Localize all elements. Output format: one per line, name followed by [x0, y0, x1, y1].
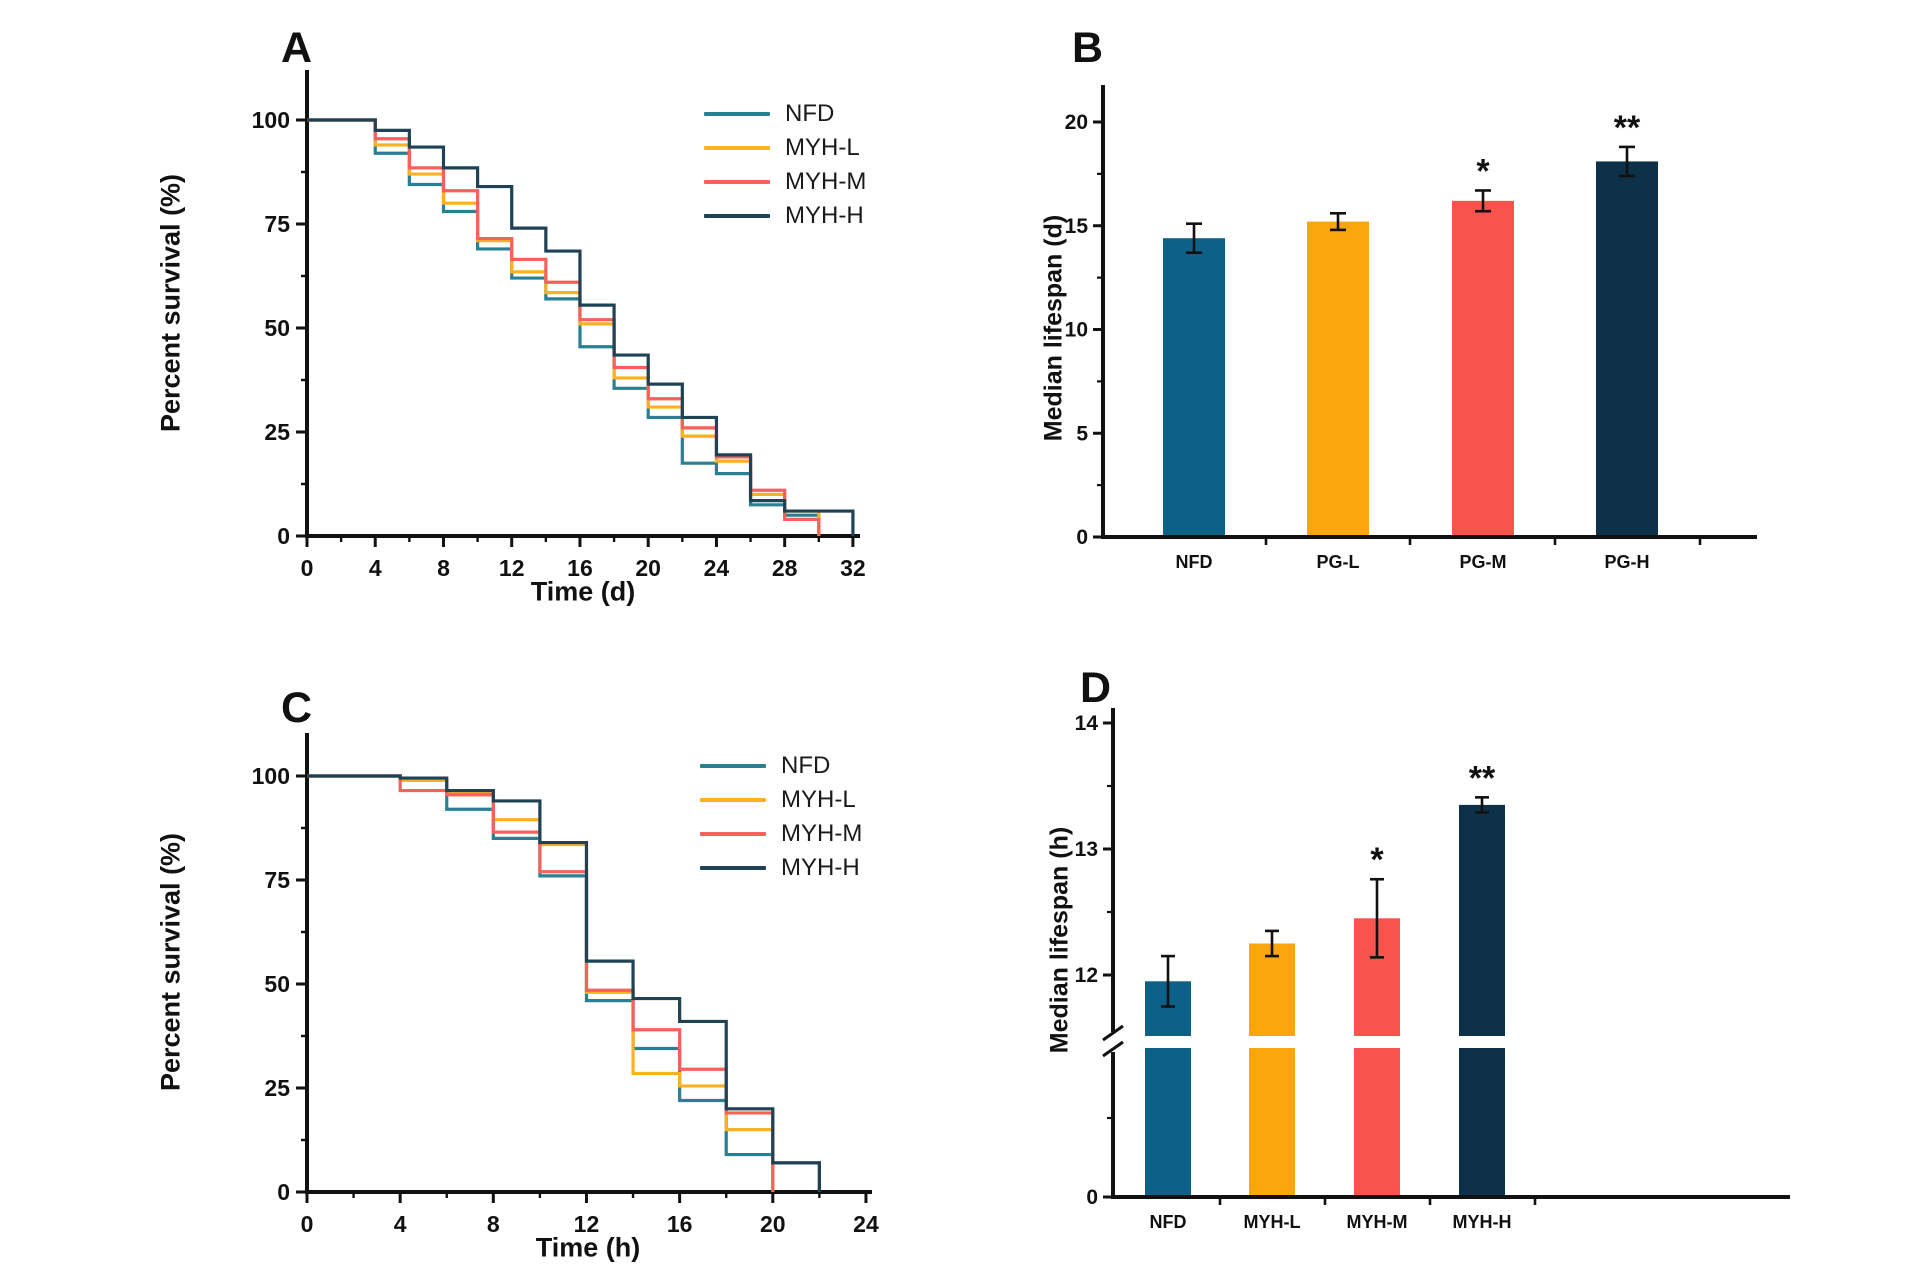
x-tick-label: 0	[301, 555, 314, 581]
x-tick-label: 16	[667, 1211, 693, 1237]
legend-line-swatch	[700, 866, 766, 870]
category-label: PG-L	[1317, 552, 1360, 572]
x-axis-title-c: Time (h)	[535, 1232, 641, 1263]
legend-label: NFD	[785, 100, 835, 127]
legend-line-swatch	[704, 112, 770, 116]
y-tick-label: 0	[277, 1179, 290, 1205]
legend-label: MYH-L	[785, 134, 860, 161]
legend-label: MYH-M	[785, 168, 867, 195]
legend-panel-c: NFD MYH-L MYH-M MYH-H	[700, 752, 863, 881]
x-tick-label: 8	[487, 1211, 500, 1237]
panel-letter-a: A	[281, 24, 313, 72]
category-label: PG-H	[1605, 552, 1650, 572]
x-tick-label: 28	[772, 555, 798, 581]
y-tick-label: 50	[264, 971, 290, 997]
x-tick-label: 20	[760, 1211, 786, 1237]
panel-letter-b: B	[1072, 24, 1104, 72]
legend-item-MYH-L: MYH-L	[704, 134, 866, 161]
y-tick-label: 25	[264, 419, 290, 445]
legend-panel-a: NFD MYH-L MYH-M MYH-H	[704, 100, 867, 229]
legend-item-NFD: NFD	[704, 100, 866, 127]
y-tick-label: 75	[264, 211, 290, 237]
survival-curve-MYH-H	[307, 774, 821, 1192]
x-tick-label: 24	[853, 1211, 879, 1237]
bar-PG-H	[1596, 161, 1658, 538]
category-label: MYH-M	[1347, 1212, 1408, 1232]
y-tick-label: 50	[264, 315, 290, 341]
y-tick-label: 0	[277, 523, 290, 549]
y-tick-label: 12	[1075, 964, 1098, 987]
legend-item-MYH-H: MYH-H	[704, 202, 866, 229]
y-tick-label: 5	[1076, 422, 1088, 445]
y-axis-title-c: Percent survival (%)	[155, 832, 186, 1092]
bar-lower-MYH-M	[1354, 1048, 1400, 1197]
x-tick-label: 20	[635, 555, 661, 581]
y-axis-title-d: Median lifespan (h)	[1045, 826, 1074, 1054]
x-tick-label: 4	[394, 1211, 407, 1237]
legend-item-MYH-H: MYH-H	[700, 854, 862, 881]
significance-mark: *	[1370, 841, 1384, 879]
bar-NFD	[1163, 238, 1225, 537]
bar-upper-MYH-L	[1249, 943, 1295, 1036]
x-tick-label: 32	[840, 555, 866, 581]
bar-PG-M	[1452, 200, 1514, 537]
legend-item-MYH-L: MYH-L	[700, 786, 862, 813]
legend-line-swatch	[704, 214, 770, 218]
legend-label: MYH-L	[781, 786, 856, 813]
y-tick-label: 0	[1076, 526, 1088, 549]
legend-line-swatch	[704, 146, 770, 150]
legend-line-swatch	[704, 180, 770, 184]
category-label: NFD	[1176, 552, 1213, 572]
axis-break-slash	[1102, 1024, 1124, 1042]
legend-item-NFD: NFD	[700, 752, 862, 779]
legend-line-swatch	[700, 764, 766, 768]
legend-label: MYH-M	[781, 820, 863, 847]
y-tick-label: 15	[1065, 215, 1089, 238]
y-tick-label: 13	[1075, 838, 1098, 861]
y-tick-label: 100	[252, 763, 290, 789]
x-tick-label: 12	[499, 555, 525, 581]
x-tick-label: 24	[704, 555, 730, 581]
y-tick-label: 100	[252, 107, 290, 133]
bar-lower-NFD	[1145, 1048, 1191, 1197]
legend-item-MYH-M: MYH-M	[700, 820, 863, 847]
survival-curve-MYH-H	[307, 118, 855, 536]
panel-letter-c: C	[281, 684, 313, 732]
bar-lower-MYH-H	[1459, 1048, 1505, 1197]
legend-label: NFD	[781, 752, 831, 779]
category-label: MYH-H	[1453, 1212, 1512, 1232]
y-tick-label: 0	[1086, 1186, 1098, 1209]
y-tick-label: 14	[1075, 712, 1099, 735]
significance-mark: **	[1614, 109, 1641, 147]
legend-label: MYH-H	[785, 202, 864, 229]
significance-mark: *	[1476, 152, 1490, 190]
y-tick-label: 25	[264, 1075, 290, 1101]
legend-line-swatch	[700, 798, 766, 802]
bar-PG-L	[1307, 221, 1369, 537]
category-label: MYH-L	[1244, 1212, 1301, 1232]
bar-upper-MYH-H	[1459, 804, 1505, 1036]
x-tick-label: 4	[369, 555, 382, 581]
bar-lower-MYH-L	[1249, 1048, 1295, 1197]
x-tick-label: 0	[301, 1211, 314, 1237]
legend-item-MYH-M: MYH-M	[704, 168, 867, 195]
panel-letter-d: D	[1080, 664, 1112, 712]
x-tick-label: 12	[574, 1211, 600, 1237]
x-tick-label: 8	[437, 555, 450, 581]
y-tick-label: 75	[264, 867, 290, 893]
significance-mark: **	[1469, 759, 1496, 797]
legend-label: MYH-H	[781, 854, 860, 881]
x-tick-label: 16	[567, 555, 593, 581]
y-tick-label: 20	[1065, 111, 1088, 134]
y-axis-title-b: Median lifespan (d)	[1039, 214, 1068, 442]
category-label: NFD	[1150, 1212, 1187, 1232]
legend-line-swatch	[700, 832, 766, 836]
y-axis-title-a: Percent survival (%)	[155, 173, 186, 433]
axis-break-slash	[1102, 1040, 1124, 1058]
x-axis-title-a: Time (d)	[530, 576, 636, 607]
category-label: PG-M	[1460, 552, 1507, 572]
y-tick-label: 10	[1065, 319, 1088, 342]
